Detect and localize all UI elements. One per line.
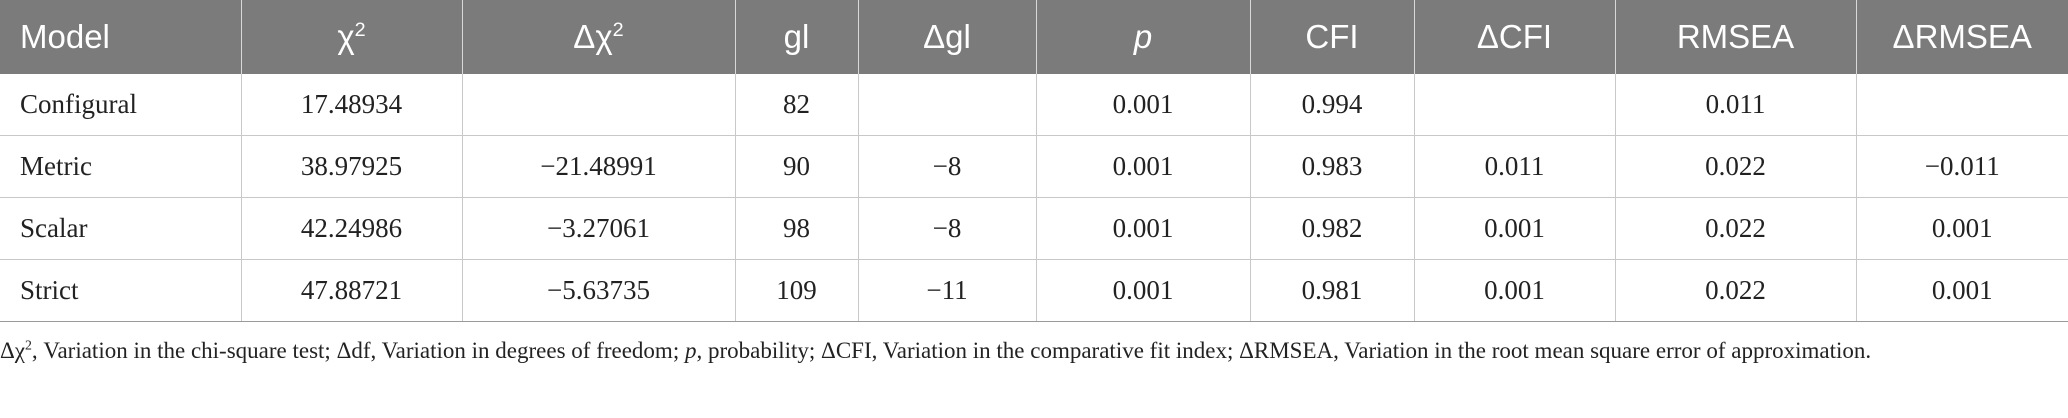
table-cell: 0.982 <box>1249 197 1414 260</box>
table-cell: Metric <box>0 135 241 198</box>
header-delta-gl: Δgl <box>857 0 1036 74</box>
table-cell: 0.983 <box>1249 135 1414 198</box>
header-rmsea: RMSEA <box>1614 0 1856 74</box>
table-cell: −3.27061 <box>461 197 735 260</box>
table-cell: −0.011 <box>1855 135 2068 198</box>
table-cell: 17.48934 <box>240 74 462 136</box>
table-cell: 109 <box>734 259 858 322</box>
header-cfi: CFI <box>1249 0 1414 74</box>
table-cell: 0.001 <box>1413 259 1615 322</box>
header-gl: gl <box>734 0 858 74</box>
table-cell: 0.981 <box>1249 259 1414 322</box>
table-row: Scalar 42.24986 −3.27061 98 −8 0.001 0.9… <box>0 197 2068 260</box>
table-cell: Strict <box>0 259 241 322</box>
table-cell: 0.001 <box>1855 259 2068 322</box>
table-cell: 0.001 <box>1035 259 1250 322</box>
table-cell: −8 <box>857 135 1036 198</box>
header-delta-cfi: ΔCFI <box>1413 0 1615 74</box>
header-delta-rmsea: ΔRMSEA <box>1855 0 2068 74</box>
table-row: Configural 17.48934 82 0.001 0.994 0.011 <box>0 74 2068 136</box>
table-cell: 90 <box>734 135 858 198</box>
header-delta-chi-square: Δχ2 <box>461 0 735 74</box>
table-cell: 0.001 <box>1035 135 1250 198</box>
model-fit-table: Model χ2 Δχ2 gl Δgl p CFI ΔCFI RMSEA ΔRM… <box>0 0 2068 322</box>
table-cell: 0.001 <box>1035 74 1250 136</box>
table-cell: 0.022 <box>1614 197 1856 260</box>
table-cell: 0.011 <box>1614 74 1856 136</box>
table-row: Metric 38.97925 −21.48991 90 −8 0.001 0.… <box>0 135 2068 198</box>
table-cell: 82 <box>734 74 858 136</box>
table-cell: Scalar <box>0 197 241 260</box>
table-cell: Configural <box>0 74 241 136</box>
table-cell <box>461 74 735 136</box>
table-cell <box>1855 74 2068 136</box>
table-cell: 98 <box>734 197 858 260</box>
table-cell: 0.011 <box>1413 135 1615 198</box>
table-cell: 0.001 <box>1035 197 1250 260</box>
header-row: Model χ2 Δχ2 gl Δgl p CFI ΔCFI RMSEA ΔRM… <box>0 0 2068 74</box>
header-chi-square: χ2 <box>240 0 462 74</box>
table-cell: 0.022 <box>1614 135 1856 198</box>
table-footnote: Δχ2, Variation in the chi-square test; Δ… <box>0 337 1872 363</box>
table-cell: 0.994 <box>1249 74 1414 136</box>
table-figure: Model χ2 Δχ2 gl Δgl p CFI ΔCFI RMSEA ΔRM… <box>0 0 2068 363</box>
header-p: p <box>1035 0 1250 74</box>
table-cell: −5.63735 <box>461 259 735 322</box>
table-cell: 0.001 <box>1413 197 1615 260</box>
header-model: Model <box>0 0 241 74</box>
table-cell: 47.88721 <box>240 259 462 322</box>
table-cell <box>857 74 1036 136</box>
table-cell: −21.48991 <box>461 135 735 198</box>
table-cell: 0.001 <box>1855 197 2068 260</box>
table-row: Strict 47.88721 −5.63735 109 −11 0.001 0… <box>0 259 2068 322</box>
table-cell: −8 <box>857 197 1036 260</box>
table-cell: 38.97925 <box>240 135 462 198</box>
table-cell: 0.022 <box>1614 259 1856 322</box>
table-cell: −11 <box>857 259 1036 322</box>
table-cell: 42.24986 <box>240 197 462 260</box>
table-cell <box>1413 74 1615 136</box>
